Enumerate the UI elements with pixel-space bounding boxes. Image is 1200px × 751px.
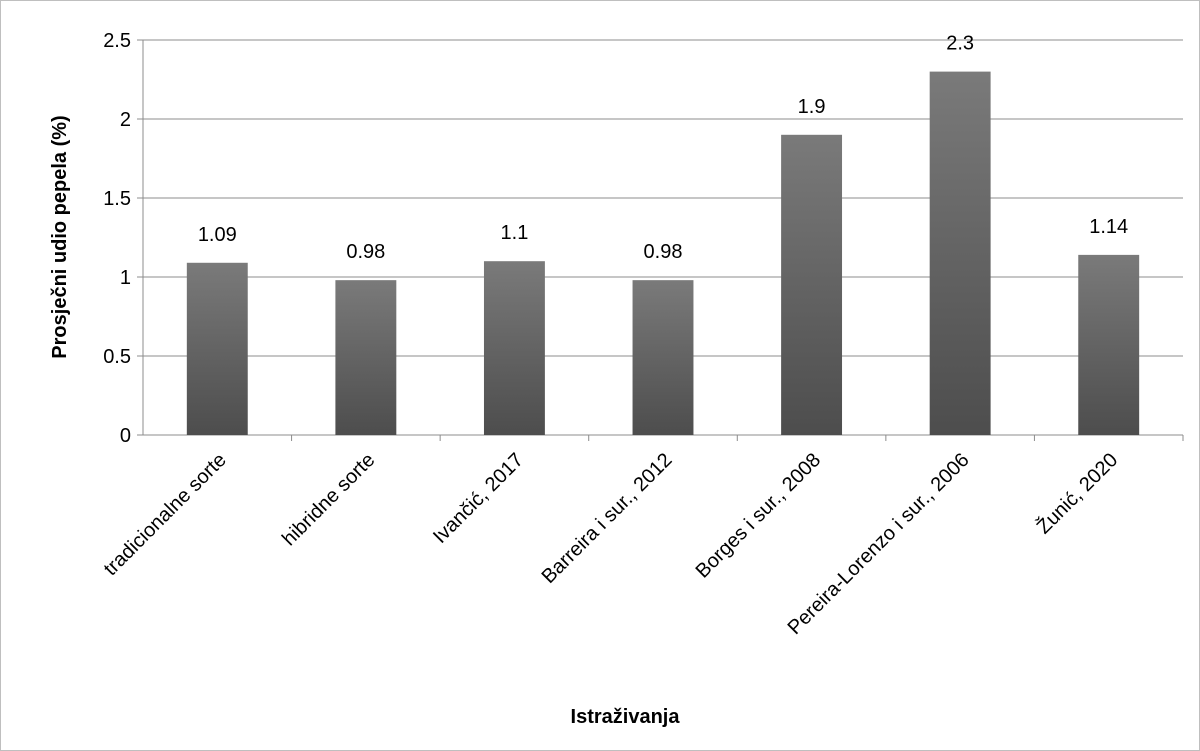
y-tick-label: 2 xyxy=(120,109,131,131)
bar xyxy=(335,280,397,435)
bar xyxy=(186,262,248,435)
y-tick-label: 1 xyxy=(120,267,131,289)
bar xyxy=(1078,254,1140,435)
data-label: 1.09 xyxy=(198,224,237,246)
y-tick-label: 0.5 xyxy=(103,346,131,368)
x-tick-label: hibridne sorte xyxy=(278,449,379,550)
y-axis-title: Prosječni udio pepela (%) xyxy=(49,115,71,358)
y-axis-ticks: 0 0.5 1 1.5 2 2.5 xyxy=(103,30,131,447)
x-tick-label: Ivančić, 2017 xyxy=(429,449,528,548)
x-tick-label: Žunić, 2020 xyxy=(1032,448,1122,538)
data-label: 1.1 xyxy=(501,222,529,244)
x-tick-label: tradicionalne sorte xyxy=(100,449,231,580)
data-label: 1.9 xyxy=(798,96,826,118)
data-label: 0.98 xyxy=(644,241,683,263)
bars xyxy=(186,71,1140,436)
x-tick-label: Borges i sur., 2008 xyxy=(692,449,825,582)
y-tick-label: 1.5 xyxy=(103,188,131,210)
gridlines xyxy=(137,39,1184,441)
data-label: 2.3 xyxy=(946,33,974,55)
y-tick-label: 2.5 xyxy=(103,30,131,52)
bar xyxy=(929,71,991,435)
bar xyxy=(483,261,545,435)
data-labels: 1.09 0.98 1.1 0.98 1.9 2.3 1.14 xyxy=(198,33,1128,264)
data-label: 0.98 xyxy=(346,241,385,263)
x-axis-title: Istraživanja xyxy=(571,706,681,728)
data-label: 1.14 xyxy=(1089,216,1128,238)
bar xyxy=(632,280,694,435)
y-tick-label: 0 xyxy=(120,425,131,447)
x-axis-ticks: tradicionalne sorte hibridne sorte Ivančić… xyxy=(100,448,1123,639)
bar xyxy=(781,134,843,436)
x-tick-label: Barreira i sur., 2012 xyxy=(538,449,677,588)
